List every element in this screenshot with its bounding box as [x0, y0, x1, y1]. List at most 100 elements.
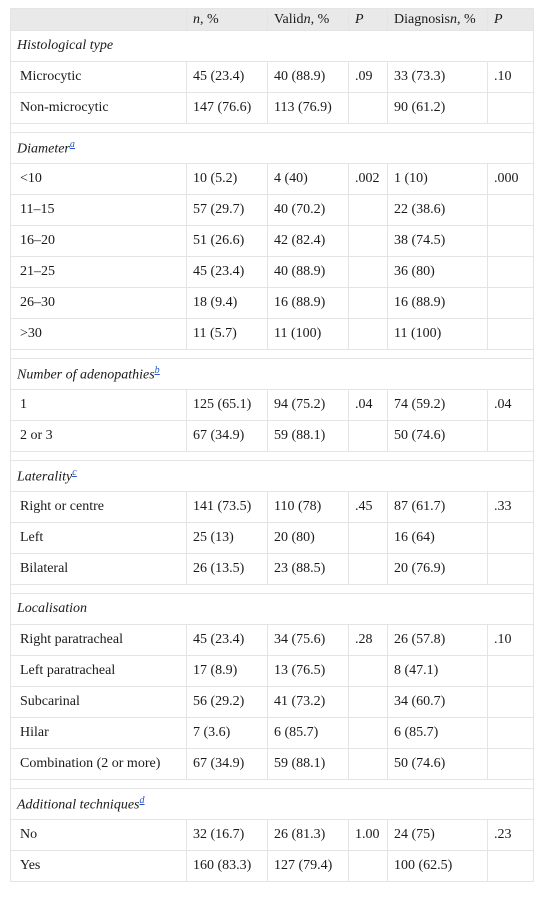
section-spacer — [10, 451, 534, 461]
table-row: 16–20 51 (26.6) 42 (82.4) 38 (74.5) — [10, 225, 534, 257]
cell-p-valid: .09 — [348, 61, 388, 93]
cell-n: 45 (23.4) — [186, 256, 268, 288]
section-title: Lateralityc — [10, 460, 534, 492]
cell-valid: 4 (40) — [267, 163, 349, 195]
footnote-link[interactable]: a — [69, 138, 75, 150]
table-row: Right paratracheal 45 (23.4) 34 (75.6) .28 2… — [10, 624, 534, 656]
cell-diagnosis: 22 (38.6) — [387, 194, 488, 226]
table-row: Left 25 (13) 20 (80) 16 (64) — [10, 522, 534, 554]
cell-diagnosis: 36 (80) — [387, 256, 488, 288]
cell-valid: 23 (88.5) — [267, 553, 349, 585]
section-spacer — [10, 779, 534, 789]
row-label: Right paratracheal — [10, 624, 187, 656]
cell-p-diagnosis — [487, 420, 534, 452]
table-row: Left paratracheal 17 (8.9) 13 (76.5) 8 (47.… — [10, 655, 534, 687]
section-row: Lateralityc — [10, 460, 534, 492]
cell-valid: 40 (88.9) — [267, 61, 349, 93]
cell-diagnosis: 100 (62.5) — [387, 850, 488, 882]
row-label: 1 — [10, 389, 187, 421]
cell-p-diagnosis — [487, 748, 534, 780]
spacer-cell — [10, 451, 534, 461]
row-label: Subcarinal — [10, 686, 187, 718]
section-spacer — [10, 123, 534, 133]
footnote-link[interactable]: c — [72, 466, 77, 478]
row-label: >30 — [10, 318, 187, 350]
row-label: 2 or 3 — [10, 420, 187, 452]
section-row: Additional techniquesd — [10, 788, 534, 820]
row-label: Left — [10, 522, 187, 554]
cell-p-valid — [348, 655, 388, 687]
cell-p-diagnosis — [487, 318, 534, 350]
cell-n: 26 (13.5) — [186, 553, 268, 585]
table-row: Bilateral 26 (13.5) 23 (88.5) 20 (76.9) — [10, 553, 534, 585]
section-title: Additional techniquesd — [10, 788, 534, 820]
cell-n: 56 (29.2) — [186, 686, 268, 718]
row-label: Non-microcytic — [10, 92, 187, 124]
section-row: Number of adenopathiesb — [10, 358, 534, 390]
row-label: No — [10, 819, 187, 851]
cell-n: 160 (83.3) — [186, 850, 268, 882]
cell-valid: 42 (82.4) — [267, 225, 349, 257]
cell-diagnosis: 50 (74.6) — [387, 420, 488, 452]
cell-p-valid — [348, 194, 388, 226]
cell-diagnosis: 6 (85.7) — [387, 717, 488, 749]
section-title: Diametera — [10, 132, 534, 164]
table-row: 26–30 18 (9.4) 16 (88.9) 16 (88.9) — [10, 287, 534, 319]
cell-p-valid — [348, 686, 388, 718]
section-title-text: Diameter — [17, 141, 70, 157]
table-row: Hilar 7 (3.6) 6 (85.7) 6 (85.7) — [10, 717, 534, 749]
footnote-link[interactable]: d — [139, 794, 145, 806]
table-row: Yes 160 (83.3) 127 (79.4) 100 (62.5) — [10, 850, 534, 882]
cell-n: 45 (23.4) — [186, 624, 268, 656]
cell-p-diagnosis — [487, 92, 534, 124]
cell-diagnosis: 20 (76.9) — [387, 553, 488, 585]
cell-p-diagnosis: .23 — [487, 819, 534, 851]
spacer-cell — [10, 123, 534, 133]
cell-p-valid — [348, 256, 388, 288]
cell-p-valid — [348, 522, 388, 554]
header-variable — [10, 8, 187, 31]
cell-valid: 20 (80) — [267, 522, 349, 554]
cell-n: 25 (13) — [186, 522, 268, 554]
cell-p-valid — [348, 225, 388, 257]
cell-valid: 59 (88.1) — [267, 748, 349, 780]
cell-p-diagnosis — [487, 655, 534, 687]
cell-diagnosis: 24 (75) — [387, 819, 488, 851]
table-row: Subcarinal 56 (29.2) 41 (73.2) 34 (60.7) — [10, 686, 534, 718]
cell-p-diagnosis — [487, 225, 534, 257]
cell-p-valid — [348, 92, 388, 124]
cell-valid: 11 (100) — [267, 318, 349, 350]
section-title: Localisation — [10, 593, 534, 625]
section-title-text: Number of adenopathies — [17, 367, 155, 383]
cell-diagnosis: 16 (64) — [387, 522, 488, 554]
cell-p-valid — [348, 287, 388, 319]
cell-diagnosis: 74 (59.2) — [387, 389, 488, 421]
row-label: 26–30 — [10, 287, 187, 319]
cell-p-valid — [348, 717, 388, 749]
cell-diagnosis: 26 (57.8) — [387, 624, 488, 656]
row-label: 21–25 — [10, 256, 187, 288]
cell-diagnosis: 1 (10) — [387, 163, 488, 195]
table-row: Combination (2 or more) 67 (34.9) 59 (88.1… — [10, 748, 534, 780]
header-diagnosis: Diagnosisn, % — [387, 8, 488, 31]
cell-diagnosis: 34 (60.7) — [387, 686, 488, 718]
cell-n: 51 (26.6) — [186, 225, 268, 257]
table-row: Right or centre 141 (73.5) 110 (78) .45 87 (… — [10, 491, 534, 523]
section-row: Histological type — [10, 30, 534, 62]
cell-valid: 34 (75.6) — [267, 624, 349, 656]
table-row: Microcytic 45 (23.4) 40 (88.9) .09 33 (73.3)… — [10, 61, 534, 93]
table-row: >30 11 (5.7) 11 (100) 11 (100) — [10, 318, 534, 350]
cell-diagnosis: 50 (74.6) — [387, 748, 488, 780]
cell-n: 67 (34.9) — [186, 748, 268, 780]
cell-p-valid: .45 — [348, 491, 388, 523]
cell-diagnosis: 38 (74.5) — [387, 225, 488, 257]
row-label: Bilateral — [10, 553, 187, 585]
cell-n: 11 (5.7) — [186, 318, 268, 350]
footnote-link[interactable]: b — [154, 364, 160, 376]
cell-p-diagnosis — [487, 850, 534, 882]
section-title-text: Histological type — [17, 38, 114, 53]
cell-p-diagnosis: .10 — [487, 61, 534, 93]
cell-valid: 40 (88.9) — [267, 256, 349, 288]
cell-valid: 13 (76.5) — [267, 655, 349, 687]
section-title-text: Localisation — [17, 601, 88, 616]
